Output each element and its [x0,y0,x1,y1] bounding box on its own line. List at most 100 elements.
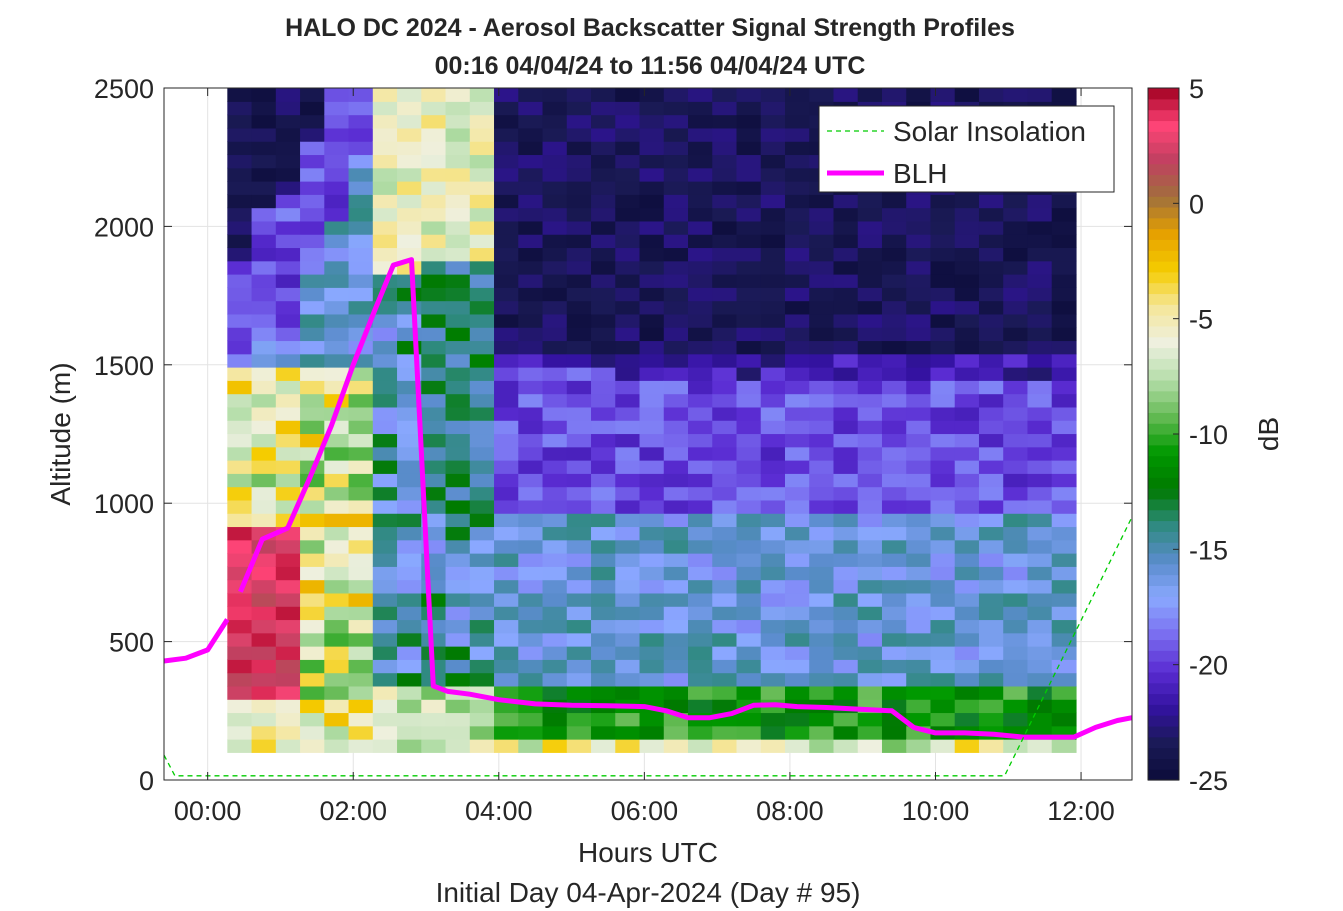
heatmap-cell [930,460,956,474]
heatmap-cell [736,712,762,727]
heatmap-cell [494,167,519,182]
heatmap-cell [518,566,544,581]
heatmap-cell [833,433,859,448]
heatmap-cell [542,340,568,355]
heatmap-cell [397,539,422,554]
heatmap-cell [663,592,689,607]
heatmap-cell [954,367,980,381]
heatmap-cell [324,473,350,488]
heatmap-cell [494,486,519,501]
heatmap-cell [1003,606,1029,621]
heatmap-cell [227,300,253,315]
heatmap-cell [566,553,592,567]
heatmap-cell [591,88,616,102]
heatmap-cell [978,274,1004,288]
heatmap-cell [494,313,519,328]
heatmap-cell [906,513,932,528]
heatmap-cell [833,513,859,528]
heatmap-cell [809,486,835,501]
colorbar-swatch [1148,185,1179,197]
heatmap-cell [1051,739,1077,753]
heatmap-cell [930,646,956,660]
heatmap-cell [469,420,495,435]
heatmap-cell [1051,486,1077,501]
heatmap-cell [785,274,810,288]
heatmap-cell [1051,539,1077,554]
heatmap-cell [930,274,956,288]
heatmap-cell [300,141,325,156]
heatmap-cell [688,194,713,209]
y-tick-label: 1000 [94,489,154,519]
heatmap-cell [785,353,810,368]
heatmap-cell [1027,380,1053,395]
heatmap-cell [542,739,568,753]
heatmap-cell [639,553,665,567]
heatmap-cell [639,167,665,182]
heatmap-cell [785,340,810,355]
heatmap-cell [688,260,713,275]
heatmap-cell [615,526,641,541]
heatmap-cell [736,234,762,249]
heatmap-cell [688,287,713,302]
heatmap-cell [712,367,738,381]
colorbar-swatch [1148,261,1179,273]
heatmap-cell [1027,632,1053,647]
colorbar-swatch [1148,152,1179,165]
heatmap-cell [1027,739,1053,753]
heatmap-cell [227,486,253,501]
heatmap-cell [275,327,301,342]
heatmap-cell [663,739,689,753]
heatmap-cell [397,313,422,328]
heatmap-cell [566,446,592,461]
heatmap-cell [372,114,398,129]
heatmap-cell [275,234,301,249]
heatmap-cell [300,340,325,355]
heatmap-cell [251,725,277,740]
heatmap-cell [494,619,519,634]
heatmap-cell [372,619,398,634]
heatmap-cell [954,406,980,421]
heatmap-cell [760,499,786,514]
heatmap-cell [251,659,277,674]
heatmap-cell [881,406,907,421]
heatmap-cell [300,234,325,249]
heatmap-cell [397,194,422,209]
heatmap-cell [324,274,350,288]
heatmap-cell [760,194,786,209]
heatmap-cell [639,499,665,514]
heatmap-cell [881,313,907,328]
heatmap-cell [663,672,689,687]
heatmap-cell [372,207,398,222]
heatmap-cell [566,712,592,727]
heatmap-cell [421,486,447,501]
colorbar-swatch [1148,574,1179,586]
heatmap-cell [445,154,471,169]
heatmap-cell [639,340,665,355]
heatmap-cell [421,473,447,488]
heatmap-cell [397,632,422,647]
heatmap-cell [542,553,568,567]
heatmap-cell [591,247,616,262]
heatmap-cell [712,539,738,554]
heatmap-cell [348,260,374,275]
heatmap-cell [300,114,325,129]
heatmap-cell [372,513,398,528]
heatmap-cell [445,88,471,102]
heatmap-cell [615,101,641,116]
heatmap-cell [591,353,616,368]
heatmap-cell [469,194,495,209]
heatmap-cell [469,539,495,554]
heatmap-cell [857,499,883,514]
heatmap-cell [760,725,786,740]
heatmap-cell [275,712,301,727]
heatmap-cell [251,234,277,249]
heatmap-cell [227,420,253,435]
heatmap-cell [275,260,301,275]
heatmap-cell [348,592,374,607]
heatmap-cell [760,406,786,421]
heatmap-cell [809,473,835,488]
colorbar-swatch [1148,455,1179,468]
heatmap-cell [251,699,277,714]
heatmap-cell [421,513,447,528]
heatmap-cell [712,287,738,302]
